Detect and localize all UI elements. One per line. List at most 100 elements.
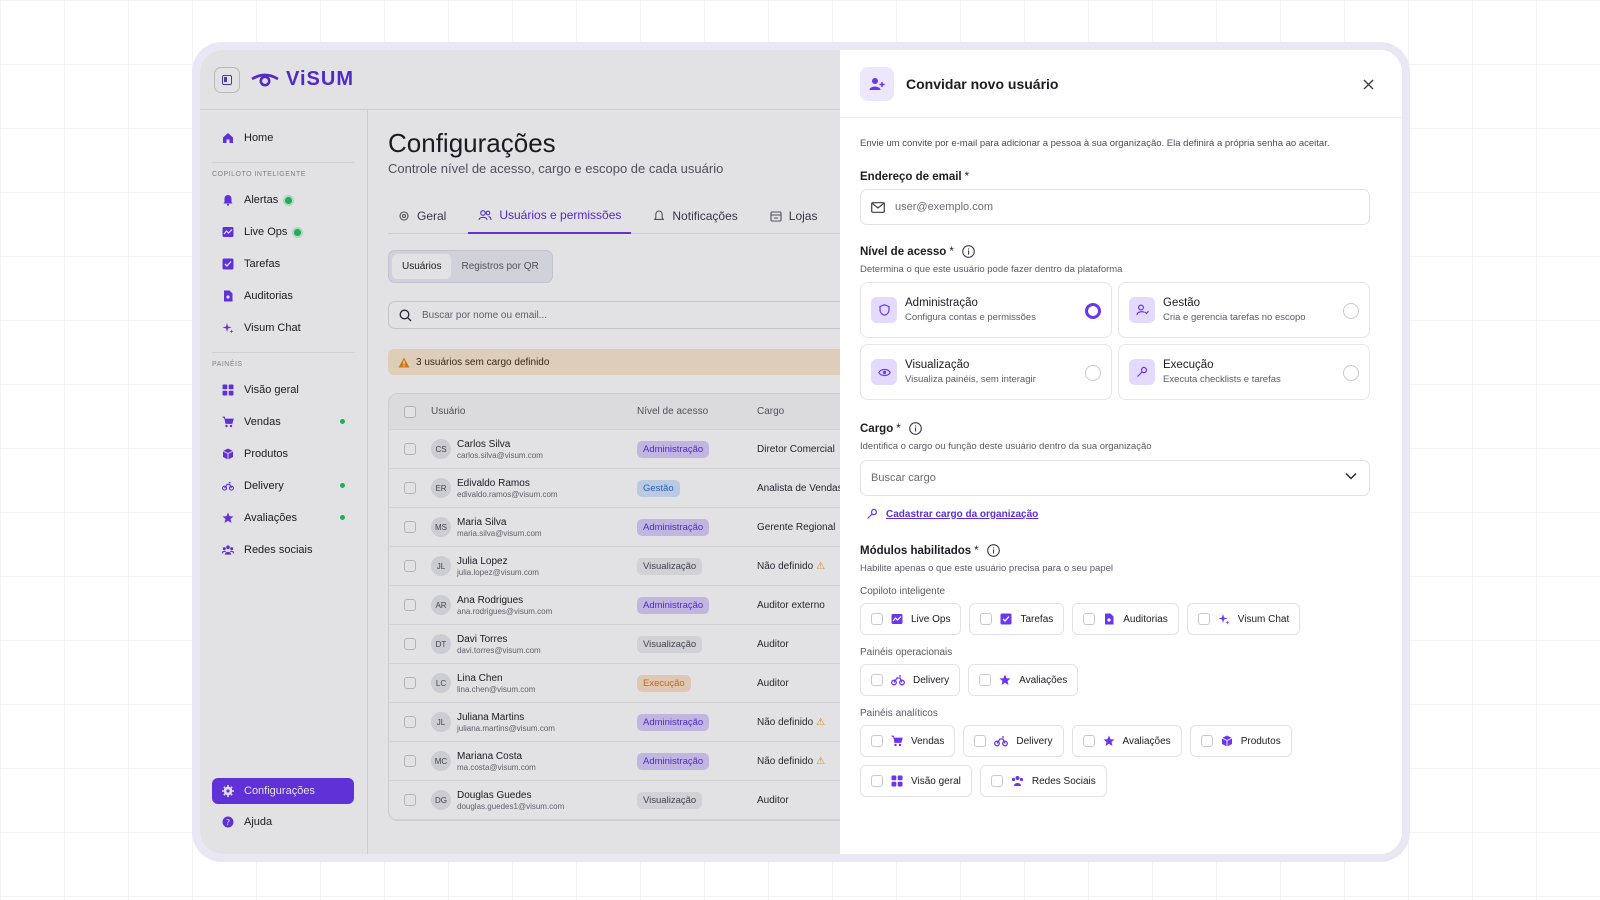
sidebar-item-home[interactable]: Home bbox=[212, 122, 355, 154]
help-icon: ? bbox=[222, 816, 234, 828]
role-label-text: Cargo bbox=[860, 422, 894, 435]
cart-icon bbox=[891, 735, 903, 747]
sidebar-item-auditorias[interactable]: Auditorias bbox=[212, 280, 355, 312]
row-checkbox[interactable] bbox=[404, 599, 416, 611]
eye-logo-icon bbox=[251, 73, 279, 86]
modules-label: Módulos habilitados * bbox=[860, 544, 1382, 557]
info-icon[interactable] bbox=[986, 544, 1000, 557]
tab-usuarios-permissoes[interactable]: Usuários e permissões bbox=[468, 198, 632, 234]
module-chip[interactable]: Produtos bbox=[1189, 725, 1292, 757]
row-checkbox[interactable] bbox=[404, 443, 416, 455]
module-group-label: Painéis operacionais bbox=[860, 647, 953, 658]
module-chip[interactable]: Auditorias bbox=[1072, 603, 1179, 635]
module-chip[interactable]: Avaliações bbox=[1071, 725, 1182, 757]
table-row[interactable]: JL Juliana Martins juliana.martins@visum.c… bbox=[389, 703, 840, 742]
module-chip[interactable]: Live Ops bbox=[860, 603, 962, 635]
tab-notificacoes[interactable]: Notificações bbox=[643, 198, 747, 234]
row-checkbox[interactable] bbox=[404, 560, 416, 572]
row-checkbox[interactable] bbox=[404, 521, 416, 533]
row-checkbox[interactable] bbox=[404, 755, 416, 767]
module-checkbox[interactable] bbox=[1083, 613, 1096, 625]
table-row[interactable]: AR Ana Rodrigues ana.rodrigues@visum.com Ad… bbox=[389, 586, 840, 625]
table-row[interactable]: LC Lina Chen lina.chen@visum.com Execução Au… bbox=[389, 664, 840, 703]
row-checkbox[interactable] bbox=[404, 677, 416, 689]
user-search-input[interactable]: Buscar por nome ou email... bbox=[388, 301, 840, 329]
sidebar-item-produtos[interactable]: Produtos bbox=[212, 438, 355, 470]
level-radio[interactable] bbox=[1343, 303, 1359, 319]
module-label: Delivery bbox=[1016, 735, 1053, 747]
table-row[interactable]: MS Maria Silva maria.silva@visum.com Admini… bbox=[389, 508, 840, 547]
level-desc: Visualiza painéis, sem interagir bbox=[905, 374, 1036, 385]
module-label: Avaliações bbox=[1019, 674, 1068, 686]
close-icon[interactable] bbox=[1360, 76, 1376, 92]
module-checkbox[interactable] bbox=[871, 613, 883, 625]
row-checkbox[interactable] bbox=[404, 638, 416, 650]
row-checkbox[interactable] bbox=[404, 482, 416, 494]
level-radio-selected[interactable] bbox=[1085, 303, 1101, 319]
level-option-execucao[interactable]: Execução Executa checklists e tarefas bbox=[1118, 344, 1370, 400]
segment-registros-qr[interactable]: Registros por QR bbox=[461, 261, 539, 272]
module-checkbox[interactable] bbox=[871, 674, 883, 686]
module-checkbox[interactable] bbox=[979, 674, 992, 686]
sidebar-item-avaliacoes[interactable]: Avaliações bbox=[212, 502, 355, 534]
level-option-administracao[interactable]: Administração Configura contas e permissõ… bbox=[860, 282, 1112, 338]
table-row[interactable]: JL Julia Lopez julia.lopez@visum.com Visual… bbox=[389, 547, 840, 586]
module-chip[interactable]: Redes Sociais bbox=[979, 765, 1107, 797]
sidebar-item-vendas[interactable]: Vendas bbox=[212, 406, 355, 438]
level-option-visualizacao[interactable]: Visualização Visualiza painéis, sem inter… bbox=[860, 344, 1112, 400]
module-chip[interactable]: Delivery bbox=[860, 664, 961, 696]
segment-usuarios[interactable]: Usuários bbox=[392, 254, 452, 279]
module-chip[interactable]: Delivery bbox=[963, 725, 1064, 757]
table-row[interactable]: ER Edivaldo Ramos edivaldo.ramos@visum.com… bbox=[389, 469, 840, 508]
sidebar-item-ajuda[interactable]: ? Ajuda bbox=[212, 806, 354, 838]
sidebar-toggle-button[interactable] bbox=[214, 66, 240, 93]
module-chip[interactable]: Vendas bbox=[860, 725, 956, 757]
table-row[interactable]: DT Davi Torres davi.torres@visum.com Visual… bbox=[389, 625, 840, 664]
module-checkbox[interactable] bbox=[871, 735, 883, 747]
tasks-icon bbox=[1000, 613, 1012, 625]
level-radio[interactable] bbox=[1085, 365, 1101, 381]
sidebar-item-delivery[interactable]: Delivery bbox=[212, 470, 355, 502]
role-select[interactable]: Buscar cargo bbox=[860, 460, 1370, 496]
divider bbox=[212, 162, 355, 163]
email-field[interactable]: user@exemplo.com bbox=[860, 189, 1370, 225]
column-header-cargo[interactable]: Cargo bbox=[757, 406, 785, 417]
tab-geral[interactable]: Geral bbox=[388, 198, 456, 234]
sidebar-item-alertas[interactable]: Alertas bbox=[212, 184, 355, 216]
level-option-gestao[interactable]: Gestão Cria e gerencia tarefas no escopo bbox=[1118, 282, 1370, 338]
level-radio[interactable] bbox=[1343, 365, 1359, 381]
sidebar-item-configuracoes[interactable]: Configurações bbox=[212, 778, 354, 804]
info-icon[interactable] bbox=[908, 422, 922, 435]
module-checkbox[interactable] bbox=[1200, 735, 1213, 747]
sidebar-item-live-ops[interactable]: Live Ops bbox=[212, 216, 355, 248]
column-header-usuario[interactable]: Usuário bbox=[431, 406, 466, 417]
table-row[interactable]: CS Carlos Silva carlos.silva@visum.com Admi… bbox=[389, 430, 840, 469]
sidebar-item-label: Alertas bbox=[244, 194, 279, 206]
module-chip[interactable]: Tarefas bbox=[969, 603, 1065, 635]
star-icon bbox=[1103, 735, 1115, 747]
module-chip[interactable]: Avaliações bbox=[968, 664, 1079, 696]
sidebar-item-redes-sociais[interactable]: Redes sociais bbox=[212, 534, 355, 566]
required-asterisk: * bbox=[974, 544, 979, 557]
table-row[interactable]: MC Mariana Costa ma.costa@visum.com Adminis… bbox=[389, 742, 840, 781]
role-text: Auditor externo bbox=[757, 599, 825, 611]
create-role-link[interactable]: Cadastrar cargo da organização bbox=[860, 508, 1382, 520]
row-checkbox[interactable] bbox=[404, 794, 416, 806]
module-chip[interactable]: Visão geral bbox=[860, 765, 972, 797]
module-checkbox[interactable] bbox=[980, 613, 993, 625]
module-checkbox[interactable] bbox=[1082, 735, 1095, 747]
sidebar-item-visao-geral[interactable]: Visão geral bbox=[212, 374, 355, 406]
sidebar-item-visum-chat[interactable]: Visum Chat bbox=[212, 312, 355, 344]
column-header-nivel[interactable]: Nível de acesso bbox=[637, 406, 709, 417]
sidebar-item-tarefas[interactable]: Tarefas bbox=[212, 248, 355, 280]
tab-lojas[interactable]: Lojas bbox=[760, 198, 828, 234]
module-checkbox[interactable] bbox=[1197, 613, 1210, 625]
module-checkbox[interactable] bbox=[990, 775, 1003, 787]
select-all-checkbox[interactable] bbox=[404, 405, 416, 418]
module-checkbox[interactable] bbox=[871, 775, 883, 787]
row-checkbox[interactable] bbox=[404, 716, 416, 728]
table-row[interactable]: DG Douglas Guedes douglas.guedes1@visum.co… bbox=[389, 781, 840, 820]
module-checkbox[interactable] bbox=[974, 735, 987, 747]
module-chip[interactable]: Visum Chat bbox=[1186, 603, 1301, 635]
info-icon[interactable] bbox=[961, 245, 975, 258]
